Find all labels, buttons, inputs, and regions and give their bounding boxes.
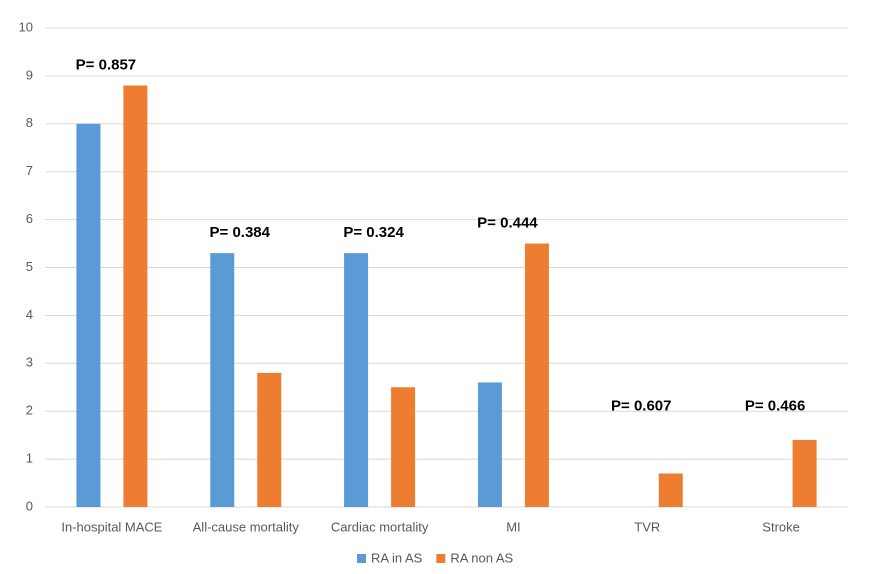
y-tick-label: 4 <box>26 307 33 322</box>
bar <box>524 243 549 508</box>
bar <box>658 473 683 507</box>
annotation: P= 0.857 <box>76 56 136 73</box>
x-tick-label: MI <box>506 519 520 534</box>
annotation: P= 0.466 <box>745 397 805 414</box>
legend-label: RA in AS <box>371 550 423 565</box>
annotation: P= 0.324 <box>343 224 404 241</box>
bar <box>477 382 502 507</box>
bar <box>76 123 101 508</box>
legend-swatch <box>436 554 446 563</box>
y-tick-label: 2 <box>26 403 33 418</box>
x-tick-label: Cardiac mortality <box>331 519 429 534</box>
y-tick-label: 3 <box>26 355 33 370</box>
legend-label: RA non AS <box>450 550 513 565</box>
x-tick-label: In-hospital MACE <box>61 519 162 534</box>
bar <box>210 253 235 507</box>
y-tick-label: 1 <box>26 451 33 466</box>
bar <box>123 85 148 507</box>
legend-swatch <box>357 554 366 563</box>
x-tick-label: Stroke <box>762 519 800 534</box>
annotation: P= 0.444 <box>477 215 538 232</box>
y-tick-label: 7 <box>26 163 33 178</box>
y-tick-label: 10 <box>19 19 33 34</box>
bar <box>257 372 282 507</box>
annotation: P= 0.384 <box>210 224 271 241</box>
y-tick-label: 0 <box>26 498 33 513</box>
x-tick-label: All-cause mortality <box>193 519 300 534</box>
y-tick-label: 6 <box>26 211 33 226</box>
y-tick-label: 8 <box>26 115 33 130</box>
bar <box>391 387 416 507</box>
annotation: P= 0.607 <box>611 397 671 414</box>
y-tick-label: 5 <box>26 259 33 274</box>
bar <box>344 253 369 507</box>
y-tick-label: 9 <box>26 67 33 82</box>
bar <box>792 439 817 507</box>
x-tick-label: TVR <box>634 519 660 534</box>
